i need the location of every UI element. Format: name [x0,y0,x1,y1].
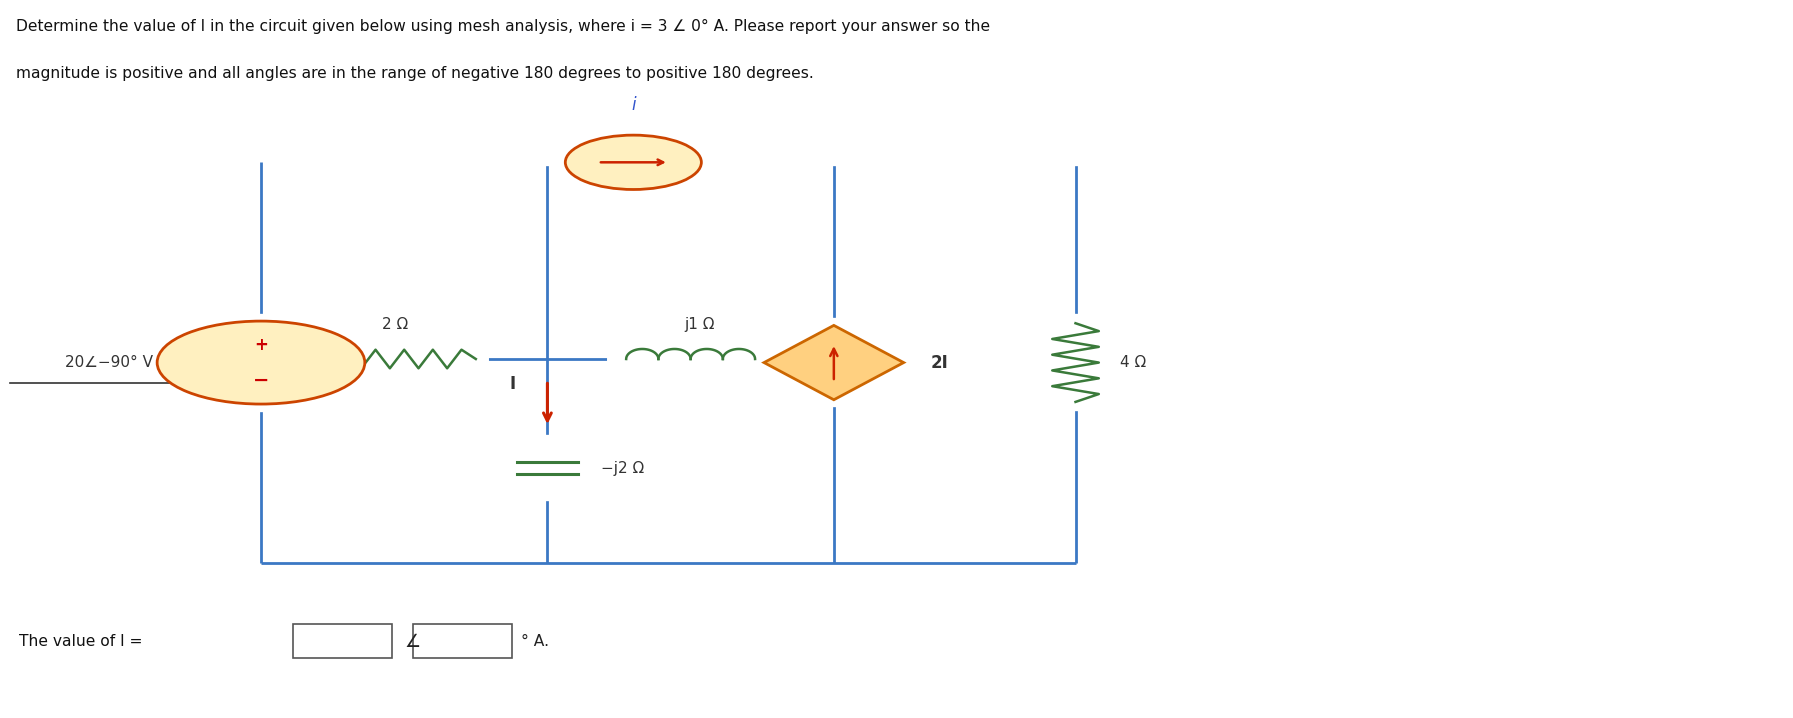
Text: i: i [631,95,637,113]
Text: +: + [255,336,267,354]
Circle shape [158,321,364,404]
Circle shape [565,135,701,190]
Text: ° A.: ° A. [520,634,549,649]
Text: ∠: ∠ [403,633,420,651]
Text: 4 Ω: 4 Ω [1121,355,1146,370]
Text: 2 Ω: 2 Ω [382,317,409,332]
Text: j1 Ω: j1 Ω [685,317,715,332]
Text: Determine the value of I in the circuit given below using mesh analysis, where i: Determine the value of I in the circuit … [16,19,990,34]
Text: −j2 Ω: −j2 Ω [601,460,644,475]
Text: magnitude is positive and all angles are in the range of negative 180 degrees to: magnitude is positive and all angles are… [16,66,814,80]
FancyBboxPatch shape [412,624,511,658]
Text: −: − [253,370,269,389]
FancyBboxPatch shape [294,624,391,658]
Text: 2I: 2I [931,353,948,372]
Polygon shape [764,325,904,400]
Text: 20∠−90° V: 20∠−90° V [65,355,152,370]
Text: The value of I =: The value of I = [20,634,143,649]
Text: I: I [509,375,515,393]
